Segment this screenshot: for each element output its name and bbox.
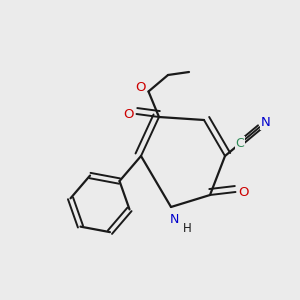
Text: O: O xyxy=(135,81,145,94)
Text: O: O xyxy=(123,107,133,121)
Text: O: O xyxy=(239,185,249,199)
Text: C: C xyxy=(236,137,244,150)
Text: H: H xyxy=(183,222,192,235)
Text: N: N xyxy=(260,116,270,129)
Text: N: N xyxy=(169,213,179,226)
